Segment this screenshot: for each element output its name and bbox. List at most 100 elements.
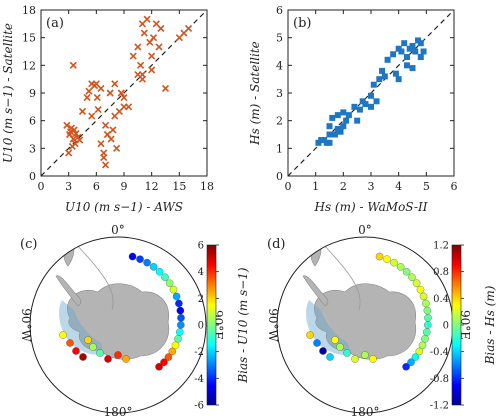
c-track-point xyxy=(177,314,185,322)
a-ytick-label: 12 xyxy=(22,59,36,72)
a-point xyxy=(101,121,110,129)
b-xtick-label: 2 xyxy=(340,180,347,193)
c-colorbar-tick-label: 2 xyxy=(198,294,204,305)
d-track-point xyxy=(402,267,411,276)
d-track-point xyxy=(411,353,420,361)
d-track-point xyxy=(422,299,430,308)
d-colorbar-tick-label: -1.2 xyxy=(430,401,449,412)
panel-c-meridian-0: 0° xyxy=(111,223,125,237)
d-track-point xyxy=(412,279,421,287)
c-track-point xyxy=(160,358,168,367)
a-ytick-label: 6 xyxy=(29,115,36,128)
d-colorbar-tick-label: 0.4 xyxy=(433,294,449,305)
panel-a-label: (a) xyxy=(46,16,64,31)
d-track-point xyxy=(415,347,424,356)
c-track-point xyxy=(136,255,144,263)
a-ytick-label: 18 xyxy=(22,4,36,17)
b-point xyxy=(417,54,424,61)
b-point xyxy=(401,40,408,47)
b-xtick-label: 1 xyxy=(312,180,319,193)
panel-d-track-points xyxy=(306,252,432,371)
a-point xyxy=(138,75,147,83)
panel-d-meridian-90e: 90°E xyxy=(458,310,472,340)
b-xtick-label: 6 xyxy=(451,180,458,193)
c-track-point xyxy=(171,341,180,350)
c-track-point xyxy=(177,321,185,329)
b-point xyxy=(409,42,416,49)
c-track-point xyxy=(79,353,87,361)
d-track-point xyxy=(383,255,391,263)
panel-c-colorbar xyxy=(206,244,217,406)
b-point xyxy=(326,139,333,146)
b-point xyxy=(343,117,350,124)
c-track-point xyxy=(96,349,104,357)
c-track-point xyxy=(149,263,158,271)
a-point xyxy=(70,126,78,134)
panel-a-points xyxy=(63,15,193,169)
panel-c-colorbar-ticks: 6 4 2 0 -2 -4 -6 xyxy=(194,241,219,412)
a-point xyxy=(88,112,96,120)
a-point xyxy=(65,149,73,157)
b-point xyxy=(379,67,386,74)
b-xtick-label: 0 xyxy=(285,180,292,193)
c-track-point xyxy=(176,306,185,315)
a-point xyxy=(148,52,156,60)
a-xtick-label: 3 xyxy=(65,180,72,193)
b-point xyxy=(332,131,339,138)
panel-a-one-to-one-line xyxy=(40,9,208,177)
b-point xyxy=(373,98,380,105)
d-track-point xyxy=(423,306,432,315)
d-track-point xyxy=(418,341,427,350)
b-ytick-label: 4 xyxy=(276,59,283,72)
b-xtick-label: 4 xyxy=(395,180,402,193)
c-colorbar-tick-label: 0 xyxy=(198,321,204,332)
c-track-point xyxy=(164,353,173,361)
d-colorbar-tick-label: -0.4 xyxy=(430,347,449,358)
a-point xyxy=(161,84,170,92)
c-colorbar-tick-label: -6 xyxy=(194,401,204,412)
c-track-point xyxy=(155,363,163,371)
a-point xyxy=(83,94,91,102)
a-point xyxy=(155,43,163,51)
b-xtick-label: 5 xyxy=(423,180,430,193)
a-point xyxy=(69,61,77,69)
b-point xyxy=(354,117,361,124)
panel-b-points xyxy=(315,37,427,146)
a-point xyxy=(134,43,142,51)
d-track-point xyxy=(402,363,410,371)
d-track-point xyxy=(343,349,351,357)
c-track-point xyxy=(66,339,74,347)
d-colorbar-tick-label: 0 xyxy=(443,321,449,332)
a-point xyxy=(101,161,110,169)
b-point xyxy=(368,103,374,110)
d-track-point xyxy=(319,347,327,355)
b-point xyxy=(345,112,352,119)
panel-c-peninsula xyxy=(55,275,82,307)
b-point xyxy=(412,48,419,55)
a-point xyxy=(97,84,105,92)
b-point xyxy=(356,106,363,113)
b-point xyxy=(351,103,358,110)
a-point xyxy=(72,130,80,138)
panel-d-label: (d) xyxy=(267,237,285,252)
d-track-point xyxy=(419,292,428,301)
panel-c-meridian-180: 180° xyxy=(104,405,133,419)
a-xtick-label: 6 xyxy=(93,180,100,193)
c-track-point xyxy=(168,347,177,356)
a-point xyxy=(97,140,105,148)
a-ytick-label: 3 xyxy=(29,142,36,155)
d-track-point xyxy=(369,355,377,363)
c-track-point xyxy=(155,267,164,276)
b-point xyxy=(398,48,405,55)
b-point xyxy=(395,76,402,83)
c-colorbar-tick-label: 4 xyxy=(198,267,204,278)
a-point xyxy=(69,135,77,143)
a-point xyxy=(107,135,115,143)
b-point xyxy=(334,112,341,119)
a-point xyxy=(184,24,193,33)
c-track-point xyxy=(84,336,92,344)
b-point xyxy=(329,114,336,121)
b-point xyxy=(392,70,399,77)
a-point xyxy=(76,136,84,144)
